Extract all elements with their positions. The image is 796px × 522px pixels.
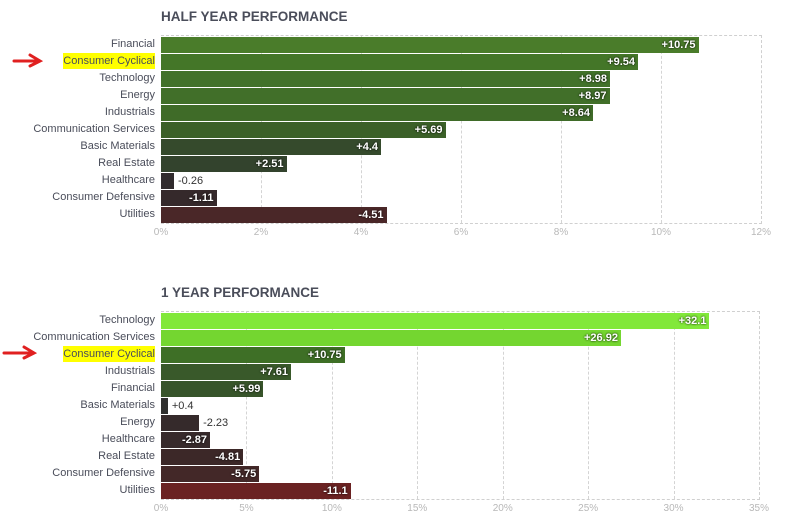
category-label: Basic Materials bbox=[80, 140, 155, 152]
bar bbox=[161, 483, 351, 499]
bar-value-label: -2.23 bbox=[203, 417, 229, 429]
bar bbox=[161, 173, 174, 189]
x-tick-label: 0% bbox=[153, 503, 169, 514]
bar bbox=[161, 415, 200, 431]
bar bbox=[161, 139, 381, 155]
bar bbox=[161, 449, 244, 465]
bar-value-label: -4.81 bbox=[215, 451, 241, 463]
category-label: Industrials bbox=[104, 365, 155, 377]
bar bbox=[161, 190, 217, 206]
category-label: Utilities bbox=[119, 484, 155, 496]
x-tick-label: 2% bbox=[253, 227, 269, 238]
x-tick-label: 4% bbox=[353, 227, 369, 238]
gridline bbox=[561, 36, 562, 223]
gridline bbox=[502, 312, 504, 499]
category-label: Consumer Cyclical bbox=[63, 53, 155, 69]
x-tick-label: 20% bbox=[492, 503, 513, 514]
gridline bbox=[331, 312, 333, 499]
bar bbox=[161, 381, 264, 397]
bar bbox=[161, 398, 168, 414]
gridline bbox=[246, 312, 248, 499]
chart-title: 1 YEAR PERFORMANCE bbox=[161, 285, 320, 300]
bar bbox=[161, 71, 610, 87]
x-tick-label: 35% bbox=[748, 503, 770, 514]
category-label: Healthcare bbox=[101, 433, 155, 445]
bar bbox=[161, 432, 211, 448]
category-label: Utilities bbox=[119, 208, 155, 220]
x-tick-label: 10% bbox=[650, 227, 672, 238]
bar-value-label: -2.87 bbox=[181, 434, 208, 446]
bar bbox=[161, 364, 292, 380]
bar-value-label: +9.54 bbox=[607, 56, 635, 68]
category-label: Communication Services bbox=[33, 331, 155, 343]
category-label: Consumer Cyclical bbox=[63, 346, 155, 362]
category-label: Technology bbox=[99, 72, 155, 84]
bar-value-label: +32.1 bbox=[678, 315, 707, 327]
bar bbox=[161, 466, 260, 482]
bar bbox=[161, 313, 710, 329]
red-arrow-icon bbox=[2, 345, 38, 360]
category-label: Financial bbox=[110, 38, 155, 50]
bar-value-label: +26.92 bbox=[584, 332, 618, 344]
bar bbox=[161, 347, 345, 363]
category-label: Consumer Defensive bbox=[52, 467, 155, 479]
x-tick-label: 30% bbox=[663, 503, 684, 514]
category-label: Energy bbox=[120, 416, 155, 428]
x-tick-label: 6% bbox=[453, 227, 469, 238]
category-label: Technology bbox=[99, 314, 155, 326]
bar bbox=[161, 37, 699, 53]
category-label: Real Estate bbox=[98, 157, 155, 169]
bar bbox=[161, 156, 287, 172]
bar-value-label: -0.26 bbox=[178, 175, 204, 187]
bar-value-label: +10.75 bbox=[661, 39, 696, 51]
red-arrow-icon bbox=[12, 53, 44, 68]
x-tick-label: 8% bbox=[553, 227, 569, 238]
gridline bbox=[673, 312, 675, 499]
bar-value-label: +4.4 bbox=[356, 141, 378, 153]
bar bbox=[161, 122, 446, 138]
gridline bbox=[417, 312, 419, 499]
category-label: Industrials bbox=[104, 106, 155, 118]
x-tick-label: 15% bbox=[407, 503, 428, 514]
bar-value-label: +8.97 bbox=[578, 90, 607, 102]
bar bbox=[161, 88, 610, 104]
category-label: Consumer Defensive bbox=[52, 191, 155, 203]
bar-value-label: +5.69 bbox=[414, 124, 443, 136]
gridline bbox=[661, 36, 662, 223]
category-label: Real Estate bbox=[98, 450, 155, 462]
bar bbox=[161, 330, 621, 346]
category-label: Communication Services bbox=[33, 123, 155, 135]
x-tick-label: 5% bbox=[239, 503, 254, 514]
gridline bbox=[461, 36, 462, 223]
bar-value-label: -5.75 bbox=[231, 468, 257, 480]
bar-value-label: +7.61 bbox=[260, 366, 289, 378]
chart-title: HALF YEAR PERFORMANCE bbox=[161, 9, 348, 24]
bar-value-label: -4.51 bbox=[358, 209, 384, 221]
x-tick-label: 25% bbox=[578, 503, 599, 514]
x-tick-label: 10% bbox=[321, 503, 342, 514]
x-tick-label: 0% bbox=[153, 227, 169, 238]
bar-value-label: +0.4 bbox=[171, 400, 194, 412]
bar-value-label: +10.75 bbox=[307, 349, 342, 361]
category-label: Financial bbox=[110, 382, 155, 394]
gridline bbox=[588, 312, 590, 499]
category-label: Energy bbox=[120, 89, 155, 101]
category-label: Basic Materials bbox=[80, 399, 155, 411]
plot-area: +10.75 +9.54 +8.98 +8.97 +8.64 +5.69 +4.4 +2.51… bbox=[161, 35, 762, 224]
bar-value-label: -11.1 bbox=[323, 485, 348, 497]
plot-area: +32.1 +26.92 +10.75 +7.61 +5.99 +0.4 -2.23 -2.8… bbox=[161, 311, 760, 500]
bar-value-label: +8.64 bbox=[562, 107, 590, 119]
bar bbox=[161, 207, 387, 223]
x-tick-label: 12% bbox=[750, 227, 772, 238]
bar bbox=[161, 105, 593, 121]
bar-value-label: -1.11 bbox=[189, 192, 214, 204]
category-label: Healthcare bbox=[101, 174, 155, 186]
bar-value-label: +5.99 bbox=[232, 383, 261, 395]
bar bbox=[161, 54, 638, 70]
bar-value-label: +2.51 bbox=[255, 158, 284, 170]
bar-value-label: +8.98 bbox=[579, 73, 607, 85]
